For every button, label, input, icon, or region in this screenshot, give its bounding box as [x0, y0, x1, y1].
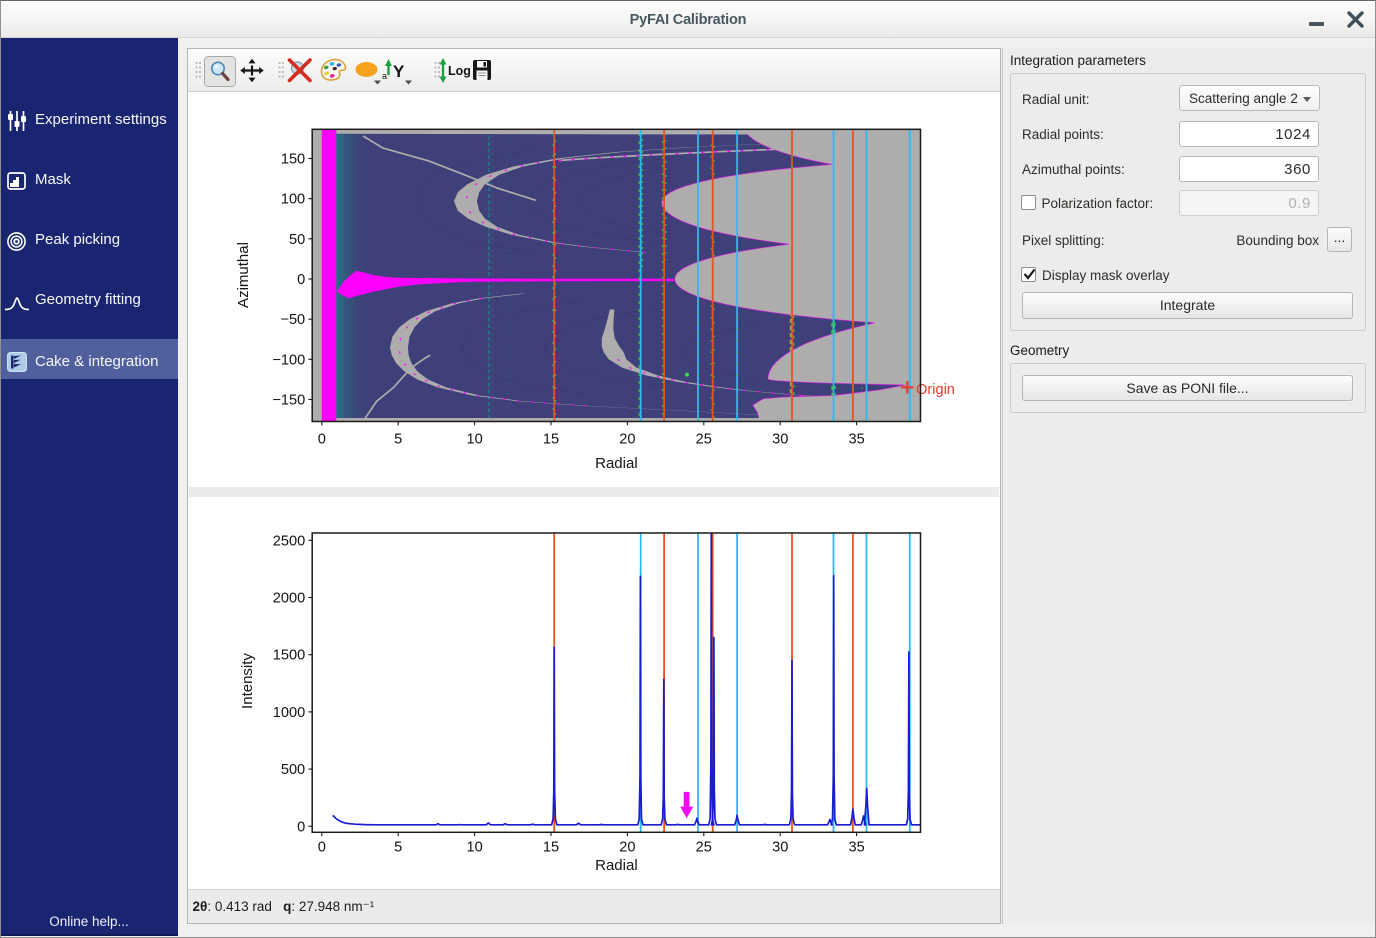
svg-text:10: 10 — [466, 840, 482, 856]
svg-text:Azimuthal: Azimuthal — [235, 242, 252, 308]
svg-text:2500: 2500 — [273, 533, 305, 549]
svg-text:25: 25 — [696, 840, 712, 856]
svg-text:500: 500 — [281, 762, 305, 778]
svg-text:Origin: Origin — [916, 382, 955, 398]
svg-text:−100: −100 — [272, 352, 305, 368]
svg-text:Intensity: Intensity — [239, 653, 256, 709]
svg-text:1000: 1000 — [273, 705, 305, 721]
svg-text:20: 20 — [619, 432, 635, 448]
svg-text:30: 30 — [772, 840, 788, 856]
svg-text:35: 35 — [848, 840, 864, 856]
svg-text:15: 15 — [543, 840, 559, 856]
svg-text:Log: Log — [448, 64, 471, 78]
svg-text:−50: −50 — [280, 312, 305, 328]
svg-text:Y: Y — [393, 62, 405, 81]
svg-text:15: 15 — [543, 432, 559, 448]
svg-text:10: 10 — [466, 432, 482, 448]
svg-text:25: 25 — [696, 432, 712, 448]
svg-text:Radial: Radial — [595, 857, 638, 874]
svg-text:a: a — [382, 71, 387, 81]
svg-text:5: 5 — [394, 840, 402, 856]
svg-text:100: 100 — [281, 192, 305, 208]
svg-text:5: 5 — [394, 432, 402, 448]
svg-text:2000: 2000 — [273, 591, 305, 607]
svg-text:1500: 1500 — [273, 648, 305, 664]
svg-text:30: 30 — [772, 432, 788, 448]
svg-text:0: 0 — [318, 840, 326, 856]
svg-text:0: 0 — [318, 432, 326, 448]
svg-text:0: 0 — [297, 819, 305, 835]
svg-text:35: 35 — [848, 432, 864, 448]
svg-text:20: 20 — [619, 840, 635, 856]
svg-text:Radial: Radial — [595, 455, 638, 472]
svg-text:0: 0 — [297, 272, 305, 288]
svg-text:−150: −150 — [272, 393, 305, 409]
svg-text:150: 150 — [281, 152, 305, 168]
svg-text:50: 50 — [289, 232, 305, 248]
